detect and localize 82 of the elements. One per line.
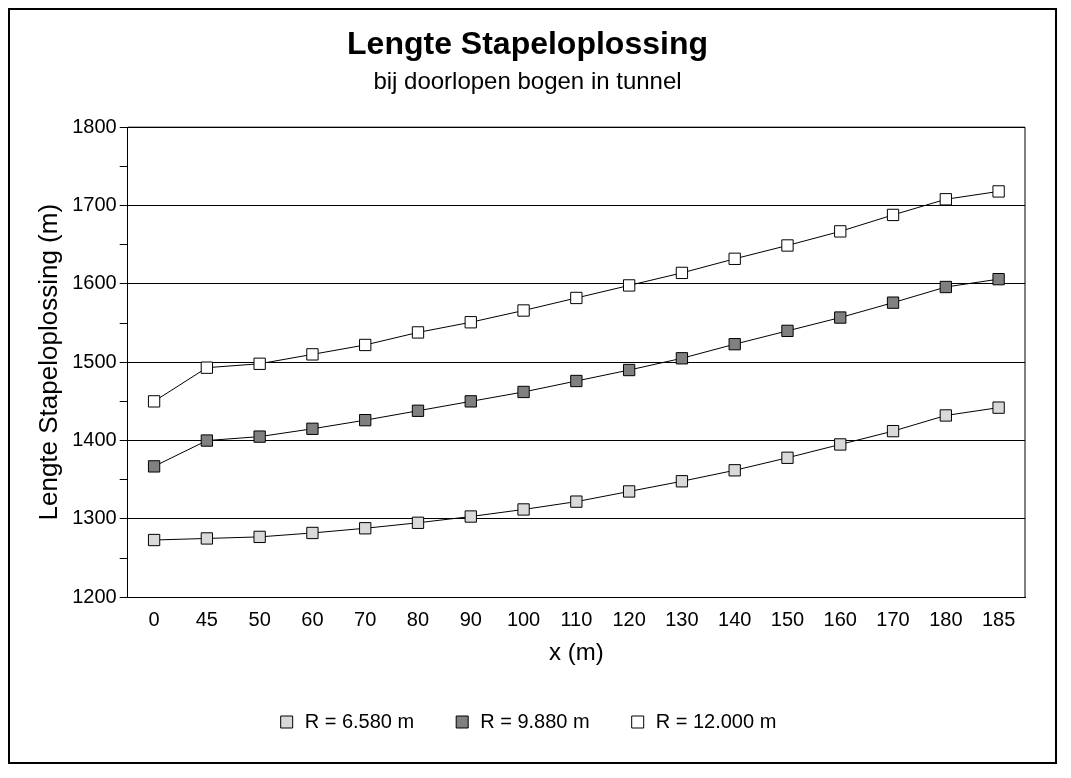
point [464, 395, 477, 408]
point [675, 352, 689, 365]
point [886, 208, 900, 222]
y-axis-title: Lengte Stapeloplossing (m) [32, 203, 63, 521]
point [886, 424, 900, 438]
point [675, 266, 689, 280]
point [728, 464, 741, 477]
x-tick-label: 185 [981, 607, 1016, 630]
x-tick-label: 45 [195, 607, 218, 630]
point [411, 404, 425, 417]
point [253, 357, 266, 370]
x-tick-label: 160 [823, 607, 857, 630]
point [622, 363, 636, 377]
point [147, 460, 161, 473]
point [306, 422, 319, 435]
point [411, 326, 425, 339]
point [200, 361, 214, 374]
point [359, 338, 372, 352]
y-tick-label: 1600 [72, 271, 117, 294]
point [939, 409, 952, 422]
point [992, 273, 1005, 286]
point [834, 225, 847, 238]
point [622, 279, 636, 292]
point [147, 533, 161, 547]
legend-label: R = 12.000 m [655, 709, 777, 732]
point [570, 291, 583, 305]
y-tick-label: 1500 [72, 349, 117, 372]
x-tick-label: 120 [612, 607, 646, 630]
point [622, 485, 636, 498]
point [570, 374, 583, 388]
x-tick-label: 150 [770, 607, 805, 630]
y-tick-label: 1400 [72, 428, 117, 451]
point [147, 395, 161, 408]
point [517, 503, 530, 516]
x-tick-label: 170 [876, 607, 910, 630]
x-tick-label: 140 [718, 607, 752, 630]
point [306, 348, 319, 361]
point [834, 438, 847, 451]
point [781, 239, 794, 252]
point [781, 451, 794, 464]
point [939, 280, 952, 294]
point [517, 385, 530, 399]
legend-label: R = 9.880 m [480, 709, 590, 732]
point [464, 316, 477, 329]
point [464, 510, 477, 523]
point [411, 516, 425, 529]
x-tick-label: 110 [560, 607, 593, 630]
point [517, 304, 530, 317]
y-tick-label: 1200 [72, 584, 117, 607]
chart-title: Lengte Stapeloplossing [347, 25, 708, 62]
x-tick-label: 60 [301, 607, 324, 630]
x-tick-label: 0 [148, 607, 160, 630]
point [253, 430, 266, 443]
point [306, 526, 319, 540]
point [359, 414, 372, 427]
x-tick-label: 100 [506, 607, 541, 630]
x-tick-label: 90 [459, 607, 482, 630]
point [359, 522, 372, 535]
point [200, 434, 214, 447]
point [781, 324, 794, 338]
point [253, 530, 266, 544]
chart-subtitle: bij doorlopen bogen in tunnel [373, 67, 682, 95]
point [675, 475, 689, 488]
y-tick-label: 1700 [72, 193, 117, 216]
y-tick-label: 1800 [72, 114, 117, 137]
point [992, 185, 1005, 198]
point [728, 252, 741, 265]
x-tick-label: 50 [248, 607, 271, 630]
point [939, 193, 952, 206]
x-tick-label: 70 [354, 607, 377, 630]
point [886, 296, 900, 309]
point [992, 401, 1005, 414]
x-tick-label: 80 [406, 607, 430, 630]
x-tick-label: 180 [929, 607, 963, 630]
legend-label: R = 6.580 m [304, 709, 415, 732]
point [570, 495, 583, 508]
x-tick-label: 130 [665, 607, 699, 630]
point [834, 311, 847, 324]
x-axis-title: x (m) [549, 638, 604, 666]
point [728, 338, 741, 351]
point [200, 532, 214, 545]
y-tick-label: 1300 [72, 506, 117, 529]
